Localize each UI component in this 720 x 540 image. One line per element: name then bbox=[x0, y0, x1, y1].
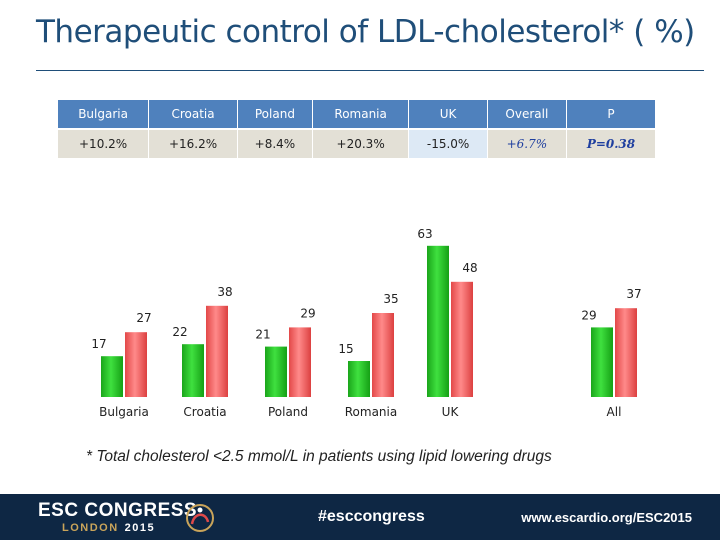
data-label-green-all: 29 bbox=[581, 308, 596, 322]
congress-year: 2015 bbox=[124, 522, 156, 534]
bar-green-croatia bbox=[182, 344, 204, 397]
x-tick-label-bulgaria: Bulgaria bbox=[99, 405, 149, 419]
hashtag: #esccongress bbox=[318, 508, 425, 525]
data-label-green-poland: 21 bbox=[255, 328, 270, 342]
bar-red-croatia bbox=[206, 305, 228, 397]
data-label-green-romania: 15 bbox=[338, 342, 353, 356]
cell-bulgaria: +10.2% bbox=[58, 128, 150, 158]
bar-red-all bbox=[615, 308, 637, 397]
x-tick-label-uk: UK bbox=[442, 405, 460, 419]
bar-red-romania bbox=[372, 313, 394, 397]
header-overall: Overall bbox=[487, 100, 567, 129]
congress-brand: ESC CONGRESS bbox=[38, 500, 198, 521]
footnote: * Total cholesterol <2.5 mmol/L in patie… bbox=[86, 448, 552, 465]
bar-chart: 17 27 Bulgaria 22 38 Croatia 21 29 Poland 15 35 Rom… bbox=[91, 227, 641, 419]
cell-overall: +6.7% bbox=[487, 128, 567, 158]
cell-uk: -15.0% bbox=[408, 128, 488, 158]
cell-poland: +8.4% bbox=[237, 128, 313, 158]
slide-title: Therapeutic control of LDL-cholesterol* … bbox=[36, 14, 695, 50]
data-label-green-croatia: 22 bbox=[172, 325, 187, 339]
data-label-red-poland: 29 bbox=[300, 306, 315, 320]
bar-red-poland bbox=[289, 327, 311, 397]
data-label-green-uk: 63 bbox=[417, 227, 432, 241]
bar-red-bulgaria bbox=[125, 332, 147, 397]
bar-green-all bbox=[591, 327, 613, 397]
data-label-red-croatia: 38 bbox=[217, 285, 232, 299]
data-label-green-bulgaria: 17 bbox=[91, 337, 106, 351]
data-label-red-uk: 48 bbox=[462, 261, 477, 275]
bar-red-uk bbox=[451, 281, 473, 397]
table-row: +10.2% +16.2% +8.4% +20.3% -15.0% +6.7% … bbox=[58, 128, 657, 158]
x-tick-label-all: All bbox=[607, 405, 622, 419]
footer-bar: ESC CONGRESS LONDON 2015 #esccongress www… bbox=[0, 494, 720, 540]
header-uk: UK bbox=[408, 100, 488, 129]
congress-city: LONDON bbox=[62, 522, 119, 534]
bar-green-poland bbox=[265, 346, 287, 397]
x-tick-label-poland: Poland bbox=[268, 405, 308, 419]
table-header-row: Bulgaria Croatia Poland Romania UK Overa… bbox=[58, 100, 657, 129]
cell-croatia: +16.2% bbox=[148, 128, 238, 158]
data-label-red-all: 37 bbox=[626, 287, 641, 301]
data-label-red-romania: 35 bbox=[383, 292, 398, 306]
footer-url: www.escardio.org/ESC2015 bbox=[521, 510, 692, 525]
x-tick-label-croatia: Croatia bbox=[183, 405, 226, 419]
esc-logo-icon bbox=[186, 504, 214, 532]
cell-romania: +20.3% bbox=[312, 128, 410, 158]
header-croatia: Croatia bbox=[148, 100, 238, 129]
header-poland: Poland bbox=[237, 100, 313, 129]
data-label-red-bulgaria: 27 bbox=[136, 311, 151, 325]
title-divider bbox=[36, 70, 704, 71]
bar-green-uk bbox=[427, 245, 449, 397]
x-tick-label-romania: Romania bbox=[345, 405, 397, 419]
cell-p-value: P=0.38 bbox=[566, 128, 657, 158]
header-romania: Romania bbox=[312, 100, 410, 129]
summary-table: Bulgaria Croatia Poland Romania UK Overa… bbox=[58, 100, 657, 158]
header-bulgaria: Bulgaria bbox=[58, 100, 150, 129]
header-p: P bbox=[566, 100, 657, 129]
congress-location: LONDON 2015 bbox=[62, 522, 155, 534]
bar-green-romania bbox=[348, 361, 370, 397]
bar-green-bulgaria bbox=[101, 356, 123, 397]
